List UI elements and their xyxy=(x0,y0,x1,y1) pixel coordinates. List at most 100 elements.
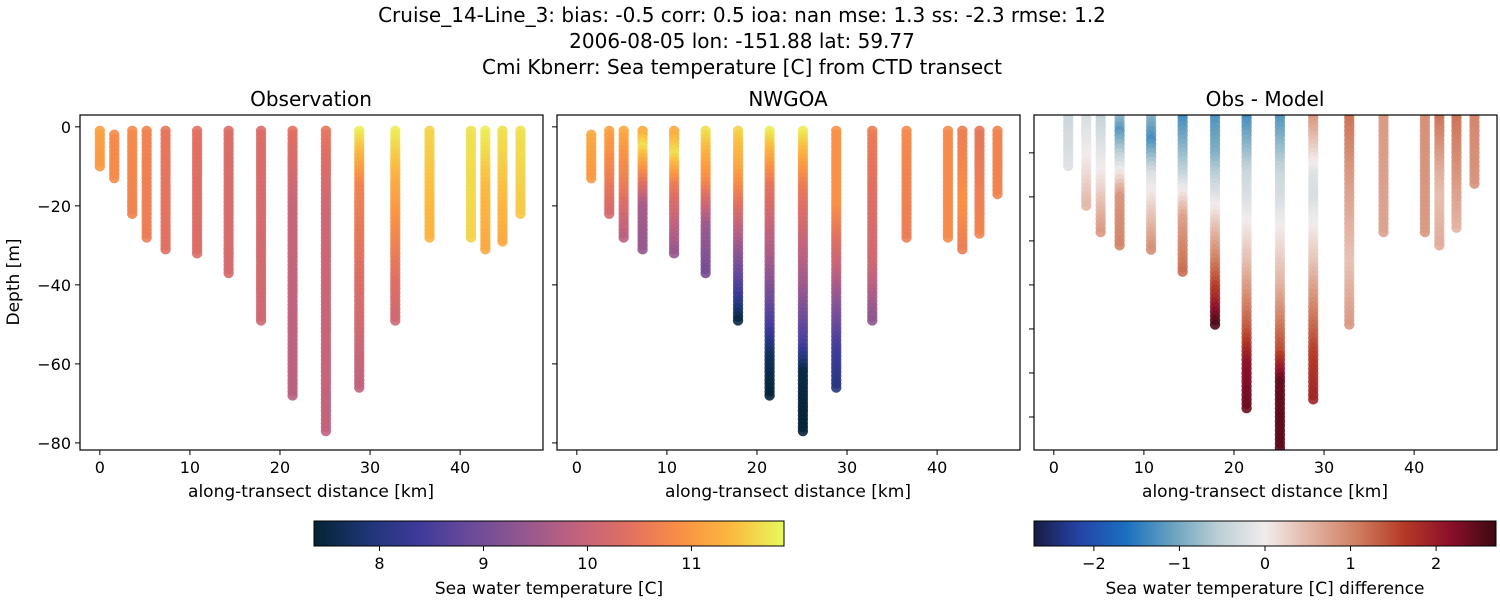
data-point xyxy=(1344,319,1355,330)
colorbar-label-temperature: Sea water temperature [C] xyxy=(435,579,663,599)
data-point xyxy=(1241,402,1252,414)
data-point xyxy=(1209,319,1221,330)
colorbar-tick-label: 9 xyxy=(478,554,488,573)
data-point xyxy=(497,236,508,247)
x-tick-label: 30 xyxy=(837,458,857,477)
colorbar-tick-label: 11 xyxy=(681,554,701,573)
y-axis-label: Depth [m] xyxy=(4,238,24,325)
data-point xyxy=(1419,226,1431,238)
x-tick-label: 10 xyxy=(1134,458,1154,477)
x-axis-label-obs-minus-model: along-transect distance [km] xyxy=(1142,482,1388,502)
data-point xyxy=(424,232,435,243)
data-point xyxy=(637,244,648,255)
y-tick-label: −20 xyxy=(37,197,71,216)
panel-title-obs-minus-model: Obs - Model xyxy=(1206,87,1325,111)
x-tick-label: 20 xyxy=(270,458,290,477)
y-tick-label: −60 xyxy=(37,355,71,374)
x-tick-label: 10 xyxy=(180,458,200,477)
data-point xyxy=(867,315,878,326)
x-tick-label: 20 xyxy=(747,458,767,477)
data-point xyxy=(992,188,1003,200)
x-tick-label: 40 xyxy=(1404,458,1424,477)
y-tick-label: 0 xyxy=(61,118,71,137)
data-point xyxy=(764,390,775,401)
x-tick-label: 0 xyxy=(572,458,582,477)
panel-frame xyxy=(79,114,544,451)
x-axis-label-observation: along-transect distance [km] xyxy=(188,482,434,502)
data-point xyxy=(320,425,332,437)
x-tick-label: 0 xyxy=(1049,458,1059,477)
data-point xyxy=(831,382,842,393)
x-tick-label: 30 xyxy=(360,458,380,477)
data-point xyxy=(586,173,597,184)
panel-frame xyxy=(556,114,1021,451)
data-point xyxy=(480,244,491,255)
colorbar-tick-label: −1 xyxy=(1168,554,1192,573)
data-point xyxy=(700,267,711,279)
data-point xyxy=(1081,200,1092,211)
x-tick-label: 30 xyxy=(1314,458,1334,477)
data-point xyxy=(255,315,267,326)
data-point xyxy=(901,232,912,243)
data-point xyxy=(974,228,985,239)
data-point xyxy=(942,232,954,243)
data-point xyxy=(732,315,744,326)
panel-title-observation: Observation xyxy=(250,87,372,111)
data-point xyxy=(1095,226,1106,238)
data-point xyxy=(1145,244,1157,255)
x-tick-label: 40 xyxy=(927,458,947,477)
data-point xyxy=(1063,160,1074,172)
colorbar-tick-label: 10 xyxy=(577,554,597,573)
data-point xyxy=(1434,240,1445,251)
data-point xyxy=(515,208,526,219)
data-point xyxy=(1451,222,1462,233)
panel-title-nwgoa: NWGOA xyxy=(748,87,828,111)
x-tick-label: 0 xyxy=(95,458,105,477)
colorbar-tick-label: 2 xyxy=(1431,554,1441,573)
data-point xyxy=(957,244,968,255)
data-point xyxy=(109,173,120,184)
suptitle-line-3: Cmi Kbnerr: Sea temperature [C] from CTD… xyxy=(482,55,1002,79)
suptitle-line-1: Cruise_14-Line_3: bias: -0.5 corr: 0.5 i… xyxy=(378,3,1106,27)
data-point xyxy=(127,208,138,219)
panel-frame xyxy=(1033,114,1498,451)
colorbar-tick-label: 0 xyxy=(1260,554,1270,573)
colorbar-0 xyxy=(313,520,785,547)
colorbar-1 xyxy=(1033,520,1497,547)
data-point xyxy=(354,382,365,393)
data-point xyxy=(1378,226,1389,238)
colorbar-label-difference: Sea water temperature [C] difference xyxy=(1105,579,1424,599)
data-point xyxy=(141,232,152,243)
x-tick-label: 10 xyxy=(657,458,677,477)
y-tick-label: −40 xyxy=(37,276,71,295)
y-tick-label: −80 xyxy=(37,434,71,453)
suptitle-line-2: 2006-08-05 lon: -151.88 lat: 59.77 xyxy=(569,29,915,53)
data-point xyxy=(668,248,680,259)
colorbar-tick-label: −2 xyxy=(1082,554,1106,573)
data-point xyxy=(1469,178,1480,189)
colorbar-tick-label: 8 xyxy=(374,554,384,573)
data-point xyxy=(287,390,298,401)
data-point xyxy=(191,248,203,259)
data-point xyxy=(465,232,477,243)
colorbar-tick-label: 1 xyxy=(1345,554,1355,573)
x-axis-label-nwgoa: along-transect distance [km] xyxy=(665,482,911,502)
data-point xyxy=(1177,266,1188,277)
data-point xyxy=(618,232,629,243)
data-point xyxy=(604,208,615,219)
panel-0-markers xyxy=(94,125,526,437)
data-point xyxy=(797,425,809,437)
panel-1-markers xyxy=(586,125,1003,437)
x-tick-label: 20 xyxy=(1224,458,1244,477)
x-tick-label: 40 xyxy=(450,458,470,477)
data-point xyxy=(1114,240,1125,251)
panel-2-markers xyxy=(1063,115,1480,450)
data-point xyxy=(1308,394,1319,405)
data-point xyxy=(160,244,171,255)
data-point xyxy=(1274,442,1286,450)
data-point xyxy=(94,161,106,172)
data-point xyxy=(390,315,401,326)
